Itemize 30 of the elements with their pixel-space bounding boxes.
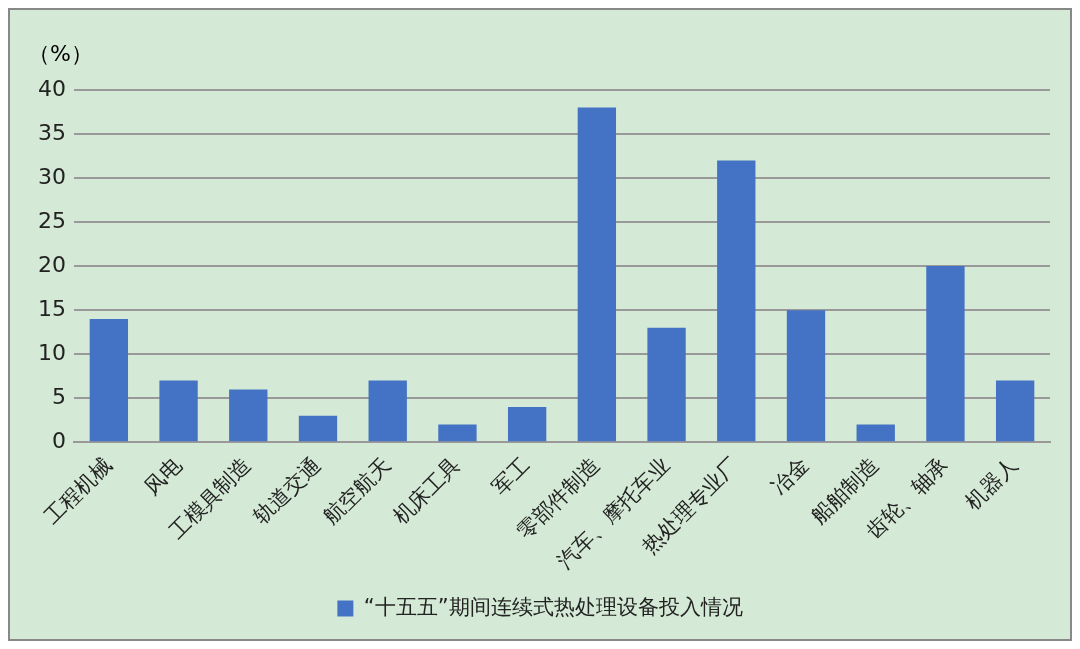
bar — [717, 160, 756, 442]
y-tick-label: 25 — [37, 207, 66, 233]
bar — [89, 318, 129, 442]
y-tick-label: 40 — [37, 75, 66, 101]
legend-label: “十五五”期间连续式热处理设备投入情况 — [363, 594, 743, 619]
y-axis-title: （%） — [28, 40, 93, 66]
y-tick-label: 30 — [37, 163, 66, 189]
bar — [995, 380, 1035, 442]
x-tick-label: 冶金 — [766, 452, 814, 500]
y-tick-label: 5 — [51, 383, 66, 409]
bar — [507, 407, 547, 442]
y-tick-label: 10 — [37, 339, 66, 365]
y-tick-label: 20 — [37, 251, 66, 277]
bar — [786, 310, 826, 442]
bar — [647, 327, 686, 442]
x-tick-label: 机器人 — [961, 452, 1023, 515]
x-tick-label: 风电 — [139, 452, 186, 500]
x-tick-label: 军工 — [487, 452, 535, 500]
bar — [926, 266, 965, 442]
y-tick-label: 15 — [37, 295, 66, 321]
bar — [438, 424, 477, 442]
x-tick-label: 工程机械 — [39, 452, 117, 529]
bar — [368, 380, 407, 442]
bar — [577, 107, 617, 442]
bar — [159, 380, 198, 442]
bar — [856, 424, 895, 442]
y-tick-label: 0 — [51, 427, 66, 453]
bar — [298, 415, 338, 442]
y-tick-label: 35 — [37, 119, 66, 145]
bar — [229, 389, 268, 442]
